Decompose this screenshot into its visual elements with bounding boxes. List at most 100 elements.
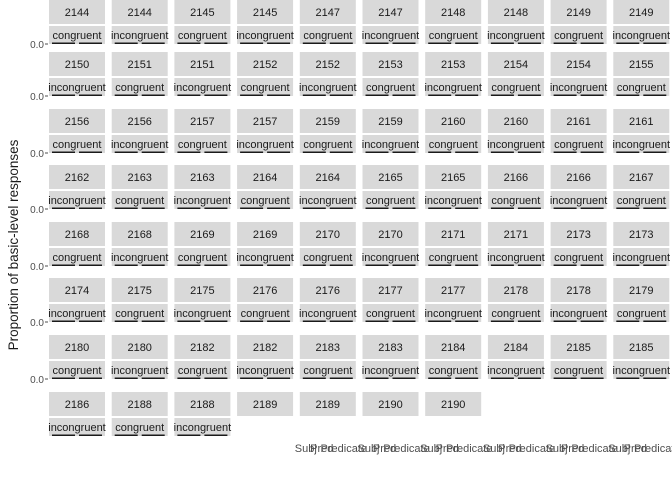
facet-panel: 2168 congruent: [49, 222, 105, 266]
facet-id-label: 2183: [316, 342, 340, 354]
facet-strip: [111, 222, 168, 246]
facet-id-label: 2178: [504, 285, 528, 297]
facet-strip: [299, 278, 356, 302]
condition-label: incongruent: [613, 30, 671, 42]
condition-strip: [613, 191, 670, 209]
bar: [616, 42, 640, 44]
facet-strip: [299, 109, 356, 133]
condition-label: congruent: [491, 195, 540, 207]
facet-strip: [362, 392, 419, 416]
bar: [52, 264, 75, 266]
bar: [517, 320, 541, 322]
facet-id-label: 2165: [378, 172, 402, 184]
facet-panel: 2150 incongruent: [48, 52, 106, 96]
facet-strip: [487, 222, 544, 246]
facet-strip: [111, 335, 168, 359]
y-tick-label: 0.0: [30, 149, 44, 160]
bar: [490, 151, 514, 153]
condition-strip: [550, 191, 607, 209]
facet-strip: [299, 392, 356, 416]
facet-panel: 2149 incongruent: [613, 0, 671, 44]
condition-strip: [174, 191, 231, 209]
bar: [177, 151, 201, 153]
bar: [580, 42, 604, 44]
facet-id-label: 2177: [441, 285, 465, 297]
facet-strip: [111, 109, 168, 133]
facet-id-label: 2163: [190, 172, 214, 184]
condition-strip: [487, 361, 544, 379]
bar: [553, 94, 577, 96]
facet-panel: 2163 incongruent: [174, 165, 231, 209]
bar: [643, 320, 667, 322]
facet-id-label: 2173: [566, 229, 590, 241]
facet-panel: 2157 congruent: [174, 109, 231, 153]
facet-strip: [487, 165, 544, 189]
bar: [455, 320, 479, 322]
facet-strip: [487, 278, 544, 302]
facet-strip: [299, 0, 356, 24]
facet-strip: [487, 52, 544, 76]
bar: [392, 42, 416, 44]
condition-label: congruent: [554, 30, 603, 42]
condition-label: congruent: [178, 139, 227, 151]
facet-strip: [550, 278, 607, 302]
facet-panel: 2179 congruent: [613, 278, 670, 322]
condition-label: congruent: [366, 82, 415, 94]
x-tick-label: Predicate: [446, 443, 492, 455]
x-tick-label: Pred: [373, 443, 396, 455]
facet-strip: [174, 109, 231, 133]
x-tick-label: Subj: [546, 443, 568, 455]
condition-strip: [237, 135, 294, 153]
facet-panel: 2156 congruent: [49, 109, 105, 153]
bar: [204, 434, 228, 436]
facet-panel: 2171 incongruent: [487, 222, 545, 266]
bar: [240, 207, 264, 209]
facet-id-label: 2163: [127, 172, 151, 184]
bar: [329, 207, 353, 209]
bar: [52, 320, 75, 322]
bar: [392, 264, 416, 266]
condition-label: congruent: [115, 195, 164, 207]
bar: [329, 94, 353, 96]
condition-label: congruent: [617, 308, 666, 320]
condition-strip: [237, 361, 294, 379]
bar: [616, 320, 640, 322]
condition-label: congruent: [491, 82, 540, 94]
bar: [455, 42, 479, 44]
y-tick-label: 0.0: [30, 375, 44, 386]
condition-label: congruent: [429, 252, 478, 264]
bar: [490, 42, 514, 44]
facet-panel: 2167 congruent: [613, 165, 670, 209]
bar: [553, 151, 577, 153]
condition-label: congruent: [115, 308, 164, 320]
condition-strip: [111, 78, 168, 96]
condition-strip: [111, 248, 168, 266]
bar: [114, 320, 138, 322]
condition-strip: [299, 304, 356, 322]
facet-panel: 2169 congruent: [174, 222, 231, 266]
facet-id-label: 2157: [253, 116, 277, 128]
condition-strip: [174, 135, 231, 153]
condition-label: congruent: [115, 422, 164, 434]
condition-label: incongruent: [111, 365, 169, 377]
facet-panel: 2148 incongruent: [487, 0, 545, 44]
facet-strip: [425, 52, 482, 76]
facet-strip: [49, 222, 105, 246]
facet-strip: [237, 0, 294, 24]
facet-panel: 2171 congruent: [425, 222, 482, 266]
facet-id-label: 2161: [566, 116, 590, 128]
facet-id-label: 2164: [253, 172, 277, 184]
condition-strip: [487, 304, 544, 322]
condition-label: congruent: [429, 365, 478, 377]
facet-id-label: 2185: [566, 342, 590, 354]
bar: [580, 151, 604, 153]
condition-strip: [299, 361, 356, 379]
facet-strip: [49, 335, 105, 359]
facet-id-label: 2148: [504, 7, 528, 19]
condition-strip: [362, 361, 419, 379]
bar: [177, 434, 201, 436]
facet-strip: [49, 278, 105, 302]
facet-id-label: 2164: [316, 172, 340, 184]
condition-label: incongruent: [424, 82, 482, 94]
condition-label: congruent: [53, 252, 102, 264]
